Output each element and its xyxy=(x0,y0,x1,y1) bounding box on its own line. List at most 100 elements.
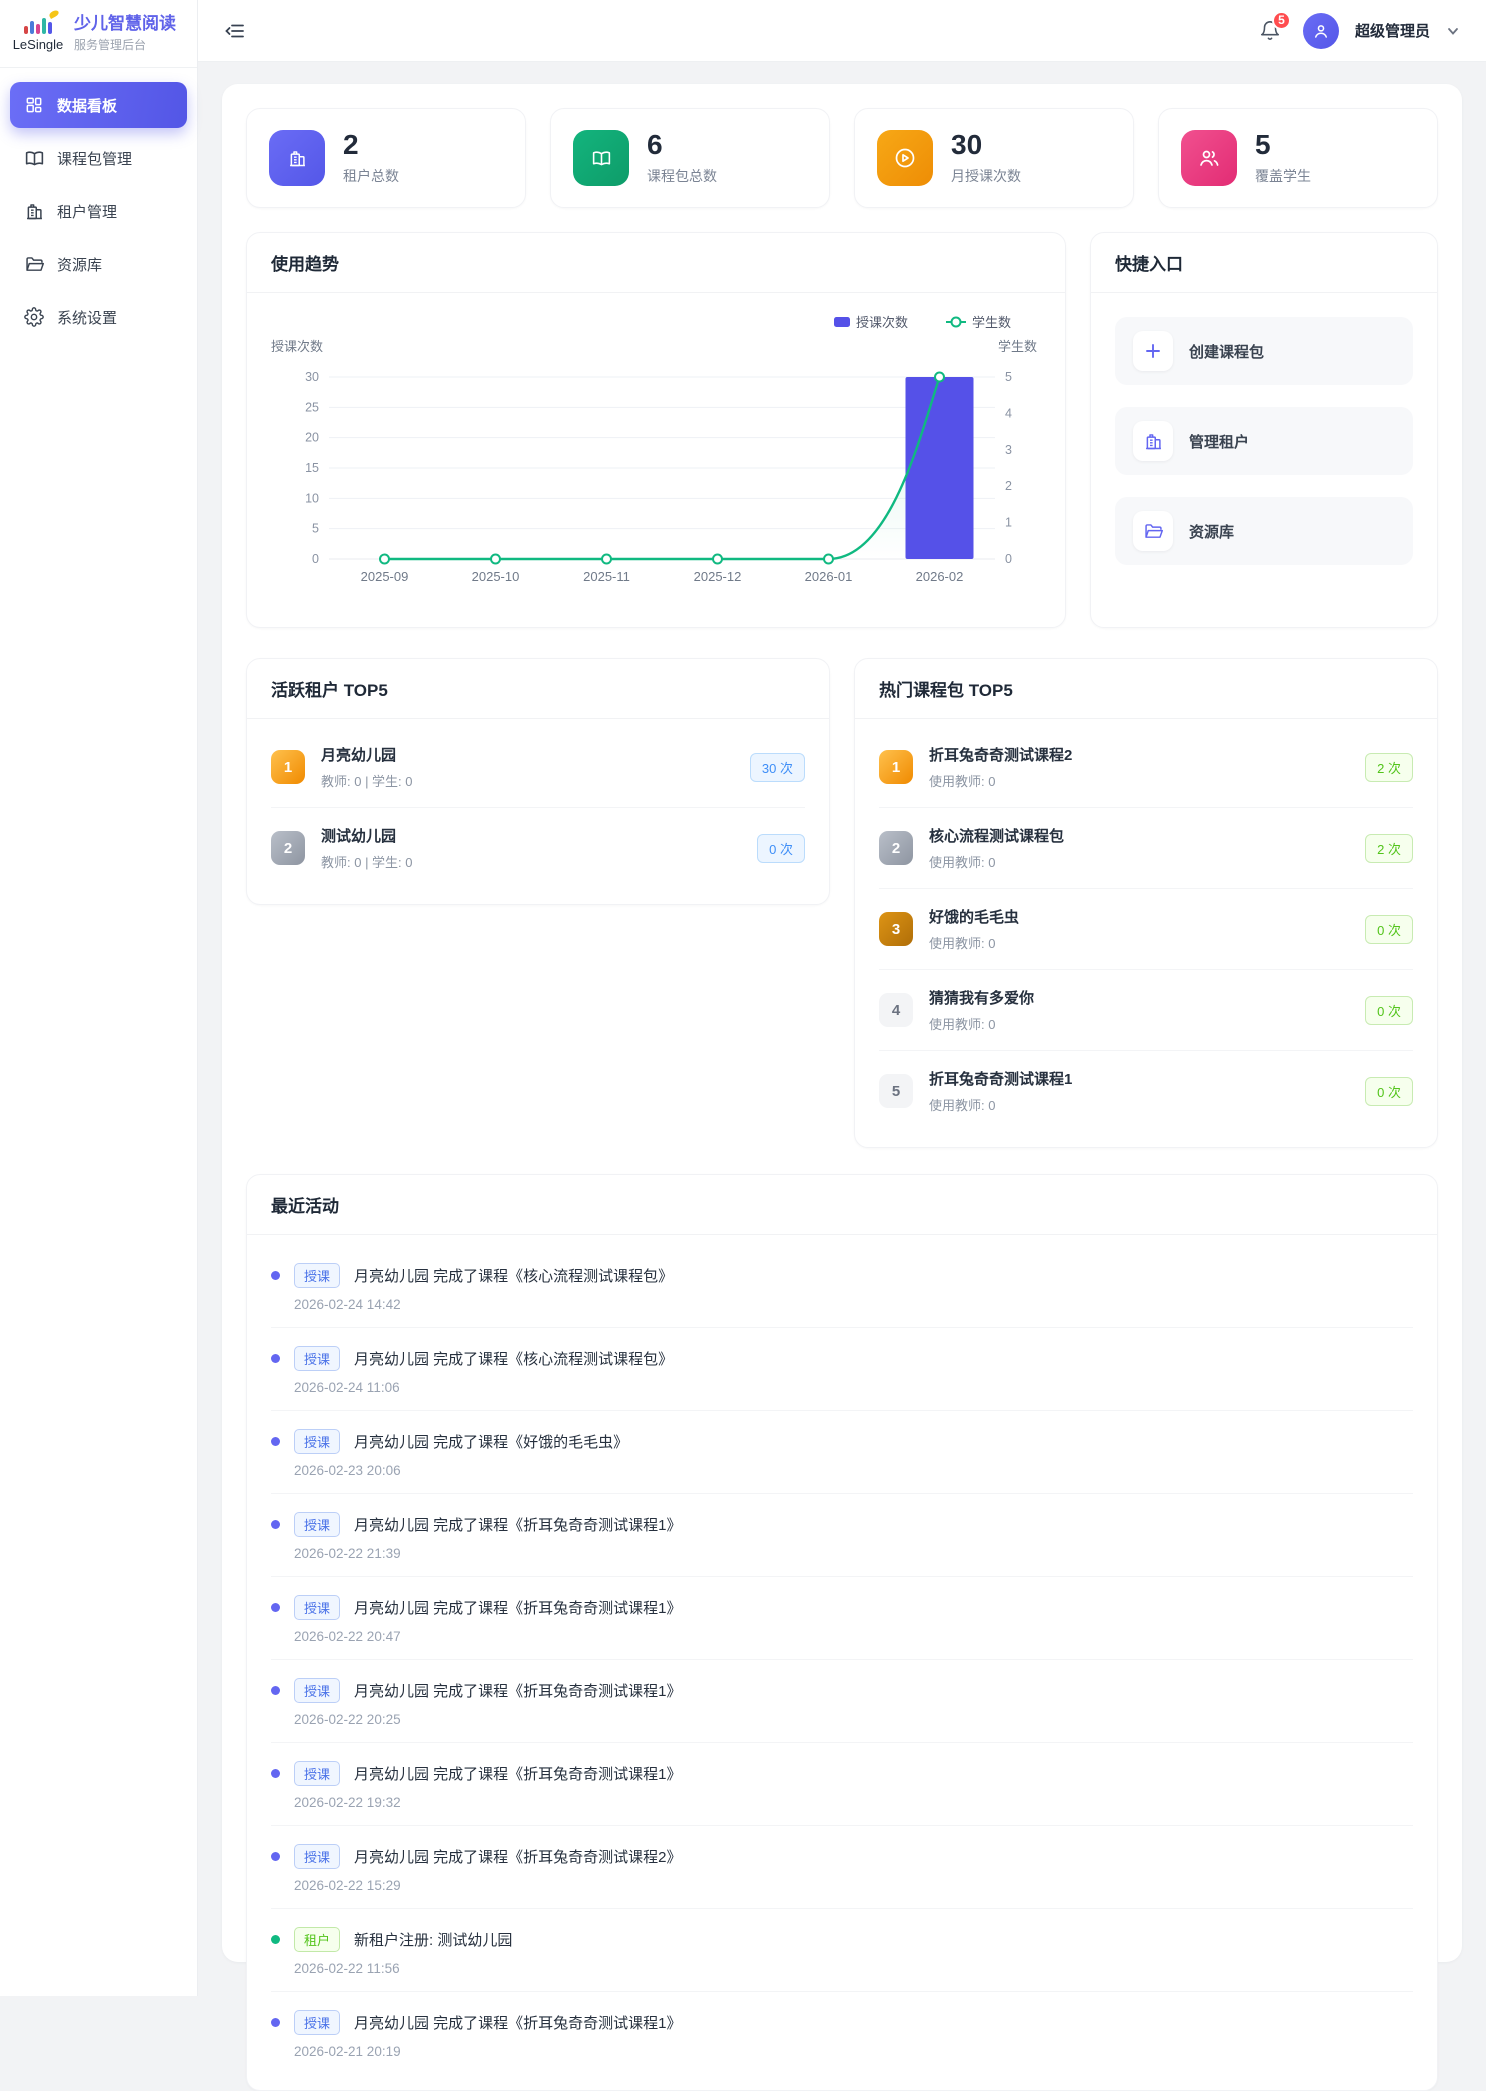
sidebar-item-2[interactable]: 租户管理 xyxy=(10,188,187,234)
activity-item: 授课 月亮幼儿园 完成了课程《折耳兔奇奇测试课程1》 2026-02-22 20… xyxy=(271,1577,1413,1660)
sidebar-item-1[interactable]: 课程包管理 xyxy=(10,135,187,181)
item-meta: 使用教师: 0 xyxy=(929,855,996,870)
svg-text:25: 25 xyxy=(305,400,319,414)
quick-entry-0[interactable]: 创建课程包 xyxy=(1115,317,1413,385)
activity-item: 授课 月亮幼儿园 完成了课程《折耳兔奇奇测试课程1》 2026-02-22 21… xyxy=(271,1494,1413,1577)
logo-mark-icon: LeSingle xyxy=(12,8,64,52)
activity-text: 月亮幼儿园 完成了课程《折耳兔奇奇测试课程2》 xyxy=(354,1849,682,1866)
activity-tag: 租户 xyxy=(294,1927,341,1952)
item-meta: 使用教师: 0 xyxy=(929,1017,996,1032)
users-icon xyxy=(1181,130,1237,186)
activity-text: 月亮幼儿园 完成了课程《核心流程测试课程包》 xyxy=(354,1268,674,1285)
sidebar-item-3[interactable]: 资源库 xyxy=(10,241,187,287)
activity-timestamp: 2026-02-22 11:56 xyxy=(294,1961,400,1976)
activity-item: 租户 新租户注册: 测试幼儿园 2026-02-22 11:56 xyxy=(271,1909,1413,1992)
sidebar-item-label: 数据看板 xyxy=(57,97,118,115)
svg-text:学生数: 学生数 xyxy=(998,339,1037,354)
activity-timestamp: 2026-02-22 19:32 xyxy=(294,1795,401,1810)
sidebar-item-label: 租户管理 xyxy=(57,203,118,221)
stat-card-1: 6 课程包总数 xyxy=(550,108,830,208)
activity-dot xyxy=(271,1520,280,1529)
svg-text:授课次数: 授课次数 xyxy=(271,339,323,354)
activity-dot xyxy=(271,1437,280,1446)
folder-icon xyxy=(24,254,44,274)
item-name: 测试幼儿园 xyxy=(321,828,397,845)
activity-dot xyxy=(271,1603,280,1612)
quick-entry-list: 创建课程包 管理租户 资源库 xyxy=(1091,293,1437,589)
building-icon xyxy=(1133,421,1173,461)
activity-tag: 授课 xyxy=(294,1263,341,1288)
svg-text:15: 15 xyxy=(305,461,319,475)
quick-entry-1[interactable]: 管理租户 xyxy=(1115,407,1413,475)
active-tenants-card: 活跃租户 TOP5 1 月亮幼儿园 教师: 0 | 学生: 0 30 次 2 测… xyxy=(246,658,830,905)
svg-text:2026-02: 2026-02 xyxy=(916,569,964,584)
activity-item: 授课 月亮幼儿园 完成了课程《折耳兔奇奇测试课程1》 2026-02-21 20… xyxy=(271,1992,1413,2074)
gear-icon xyxy=(24,307,44,327)
activity-timestamp: 2026-02-23 20:06 xyxy=(294,1463,401,1478)
app-logo: LeSingle 少儿智慧阅读 服务管理后台 xyxy=(0,0,197,68)
play-circle-icon xyxy=(877,130,933,186)
svg-text:2: 2 xyxy=(1005,479,1012,493)
item-meta: 使用教师: 0 xyxy=(929,936,996,951)
count-badge: 0 次 xyxy=(1365,995,1413,1025)
user-name[interactable]: 超级管理员 xyxy=(1354,23,1430,40)
svg-text:10: 10 xyxy=(305,491,319,505)
svg-text:5: 5 xyxy=(312,522,319,536)
open-book-icon xyxy=(24,148,44,168)
sidebar-item-label: 资源库 xyxy=(57,256,103,274)
list-item: 5 折耳兔奇奇测试课程1 使用教师: 0 0 次 xyxy=(879,1051,1413,1131)
app-title: 少儿智慧阅读 xyxy=(74,13,176,33)
count-badge: 2 次 xyxy=(1365,833,1413,863)
list-item: 1 月亮幼儿园 教师: 0 | 学生: 0 30 次 xyxy=(271,727,805,808)
activity-tag: 授课 xyxy=(294,1844,341,1869)
svg-text:20: 20 xyxy=(305,431,319,445)
stat-card-0: 2 租户总数 xyxy=(246,108,526,208)
activity-text: 月亮幼儿园 完成了课程《核心流程测试课程包》 xyxy=(354,1351,674,1368)
count-badge: 0 次 xyxy=(1365,914,1413,944)
rank-badge: 1 xyxy=(879,750,913,784)
activity-timestamp: 2026-02-22 20:47 xyxy=(294,1629,401,1644)
activity-item: 授课 月亮幼儿园 完成了课程《折耳兔奇奇测试课程1》 2026-02-22 20… xyxy=(271,1660,1413,1743)
list-item: 2 测试幼儿园 教师: 0 | 学生: 0 0 次 xyxy=(271,808,805,888)
notification-bell-icon[interactable]: 5 xyxy=(1259,10,1291,42)
quick-entry-label: 资源库 xyxy=(1189,523,1235,541)
sidebar-item-0[interactable]: 数据看板 xyxy=(10,82,187,128)
svg-text:5: 5 xyxy=(1005,370,1012,384)
chevron-down-icon[interactable] xyxy=(1446,24,1460,38)
rank-badge: 5 xyxy=(879,1074,913,1108)
activity-text: 新租户注册: 测试幼儿园 xyxy=(354,1932,513,1949)
rank-badge: 2 xyxy=(271,831,305,865)
activity-tag: 授课 xyxy=(294,2010,341,2035)
rank-badge: 3 xyxy=(879,912,913,946)
quick-entry-2[interactable]: 资源库 xyxy=(1115,497,1413,565)
activity-dot xyxy=(271,1271,280,1280)
activity-timestamp: 2026-02-24 14:42 xyxy=(294,1297,401,1312)
activity-text: 月亮幼儿园 完成了课程《折耳兔奇奇测试课程1》 xyxy=(354,1683,682,1700)
sidebar-collapse-icon[interactable] xyxy=(224,20,246,42)
dashboard-panel: 2 租户总数 6 课程包总数 30 月授课次数 5 覆盖学生 使用趋势 xyxy=(222,84,1462,2091)
activity-text: 月亮幼儿园 完成了课程《折耳兔奇奇测试课程1》 xyxy=(354,1600,682,1617)
user-avatar[interactable] xyxy=(1302,12,1339,49)
activity-item: 授课 月亮幼儿园 完成了课程《好饿的毛毛虫》 2026-02-23 20:06 xyxy=(271,1411,1413,1494)
svg-text:2025-11: 2025-11 xyxy=(583,569,630,584)
building-icon xyxy=(24,201,44,221)
activity-timestamp: 2026-02-22 21:39 xyxy=(294,1546,401,1561)
activity-tag: 授课 xyxy=(294,1346,341,1371)
item-name: 月亮幼儿园 xyxy=(321,747,397,764)
activity-tag: 授课 xyxy=(294,1429,341,1454)
quick-entry-label: 管理租户 xyxy=(1189,433,1250,451)
stat-value: 5 xyxy=(1255,129,1271,161)
activity-text: 月亮幼儿园 完成了课程《好饿的毛毛虫》 xyxy=(354,1434,629,1451)
activity-tag: 授课 xyxy=(294,1595,341,1620)
count-badge: 30 次 xyxy=(749,752,805,782)
activity-timestamp: 2026-02-24 11:06 xyxy=(294,1380,400,1395)
hot-packages-title: 热门课程包 TOP5 xyxy=(855,659,1437,719)
svg-text:授课次数: 授课次数 xyxy=(856,315,908,330)
main-content: 2 租户总数 6 课程包总数 30 月授课次数 5 覆盖学生 使用趋势 xyxy=(198,62,1486,2091)
stat-card-2: 30 月授课次数 xyxy=(854,108,1134,208)
hot-packages-card: 热门课程包 TOP5 1 折耳兔奇奇测试课程2 使用教师: 0 2 次 2 核心… xyxy=(854,658,1438,1148)
item-meta: 教师: 0 | 学生: 0 xyxy=(321,774,413,789)
sidebar-item-4[interactable]: 系统设置 xyxy=(10,294,187,340)
usage-trend-title: 使用趋势 xyxy=(247,233,1065,293)
brand-name: LeSingle xyxy=(12,36,64,52)
